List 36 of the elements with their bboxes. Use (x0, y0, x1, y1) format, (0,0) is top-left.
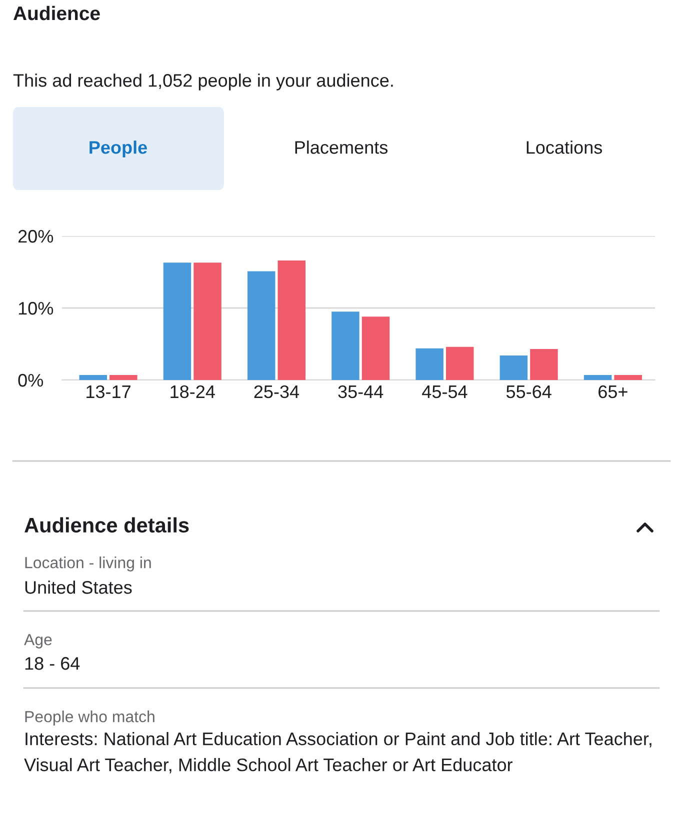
bar (614, 374, 642, 380)
text: Audience details (24, 517, 189, 533)
x-tick-label: 18-24 (170, 385, 215, 398)
x-tick-label: 25-34 (254, 385, 300, 398)
bar (584, 374, 612, 380)
text: People (90, 140, 147, 158)
y-tick-label: 10% (18, 302, 54, 315)
x-tick-label: 65+ (598, 385, 628, 398)
text: United States (25, 580, 132, 594)
bar (530, 349, 558, 380)
bar (194, 262, 222, 380)
bar (163, 262, 192, 380)
bar (278, 260, 306, 380)
y-tick-label: 20% (18, 230, 54, 243)
chart-subtitle: This ad reached 1,052 people in your audience. (13, 74, 393, 90)
bar (446, 346, 474, 380)
bar (500, 356, 528, 380)
x-tick-label: 55-64 (506, 385, 552, 398)
bar (332, 312, 360, 380)
bar (79, 374, 107, 380)
bar (416, 348, 444, 380)
chart-title: Audience (13, 6, 100, 20)
text: 18 - 64 (25, 657, 80, 670)
bar (247, 271, 276, 380)
text: Locations (526, 140, 602, 154)
bar (362, 316, 390, 380)
text: Location - living in (25, 556, 151, 572)
x-tick-label: 45-54 (422, 386, 468, 398)
x-tick-label: 35-44 (338, 385, 384, 398)
x-tick-label: 13-17 (86, 385, 130, 398)
text: Placements (295, 140, 388, 154)
text: People who match (25, 710, 154, 726)
bar (110, 374, 138, 380)
text: Age (24, 634, 52, 648)
y-tick-label: 0% (18, 374, 44, 387)
text: Interests: National Art Education Association or Paint and Job title: Art Teacher, Visual Art Teacher, Middle School Art Teacher or Art Educator (24, 732, 652, 774)
